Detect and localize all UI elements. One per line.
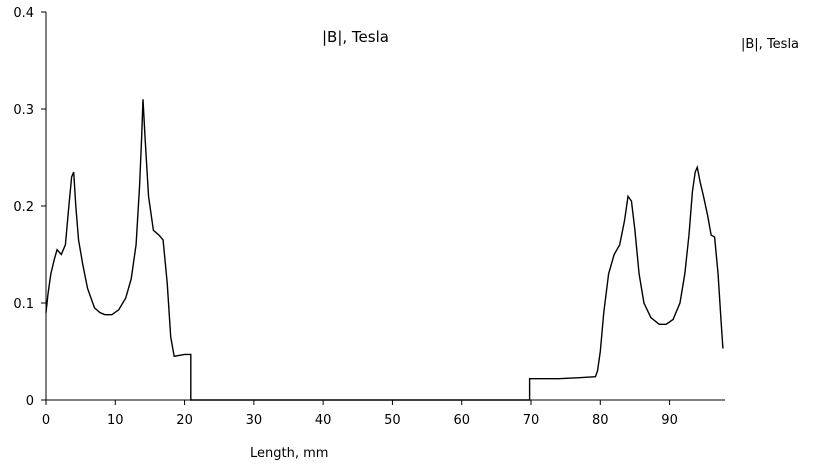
x-tick-label: 60 bbox=[453, 413, 470, 428]
legend-entry: |B|, Tesla bbox=[741, 37, 800, 52]
y-tick-label: 0 bbox=[26, 394, 34, 409]
x-tick-label: 50 bbox=[384, 413, 401, 428]
x-tick-label: 30 bbox=[246, 413, 263, 428]
x-tick-label: 0 bbox=[42, 413, 50, 428]
x-axis-label: Length, mm bbox=[250, 446, 329, 461]
x-tick-label: 90 bbox=[661, 413, 678, 428]
x-tick-label: 70 bbox=[523, 413, 540, 428]
y-tick-label: 0.4 bbox=[13, 6, 34, 21]
y-tick-label: 0.2 bbox=[13, 200, 34, 215]
x-tick-label: 20 bbox=[176, 413, 193, 428]
chart-title: |B|, Tesla bbox=[322, 28, 389, 46]
x-tick-label: 10 bbox=[107, 413, 124, 428]
axes: 0 10 20 30 40 50 60 70 80 90 0 0.1 0.2 0.3 0.4 bbox=[13, 6, 725, 428]
series-line bbox=[45, 99, 724, 401]
series-layer bbox=[45, 99, 724, 401]
x-tick-label: 40 bbox=[315, 413, 332, 428]
y-tick-label: 0.1 bbox=[13, 297, 34, 312]
x-tick-label: 80 bbox=[592, 413, 609, 428]
y-tick-label: 0.3 bbox=[13, 103, 34, 118]
